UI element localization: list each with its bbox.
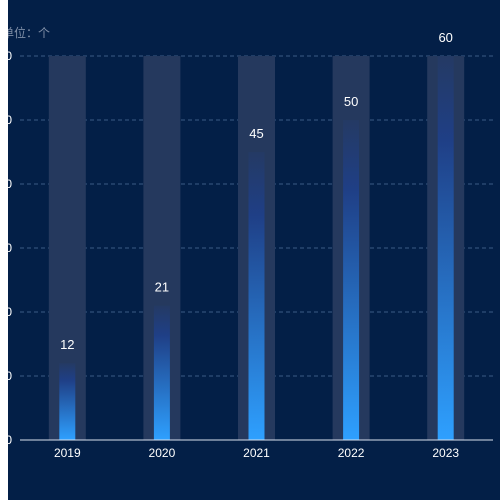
data-label: 12 <box>60 337 74 352</box>
y-tick-label: 0 <box>8 241 12 255</box>
y-tick-label: 0 <box>8 369 12 383</box>
x-axis-ticks: 2019 2020 2021 2022 2023 <box>54 446 459 460</box>
data-labels: 12 21 45 50 60 <box>60 30 453 352</box>
bar <box>343 120 360 440</box>
x-tick-label: 2023 <box>432 446 459 460</box>
x-tick-label: 2022 <box>338 446 365 460</box>
data-label: 21 <box>155 280 169 295</box>
bar-chart: 单位：个 0 0 0 0 0 0 0 12 21 45 50 60 2019 2020 2021 2022… <box>8 25 493 460</box>
bar <box>59 363 76 440</box>
y-tick-label: 0 <box>8 305 12 319</box>
bar <box>153 305 170 440</box>
bars <box>59 56 454 440</box>
data-label: 60 <box>438 30 452 45</box>
y-tick-label: 0 <box>8 177 12 191</box>
gridlines <box>20 55 493 377</box>
bar <box>248 152 265 440</box>
y-tick-label: 0 <box>8 49 12 63</box>
data-label: 50 <box>344 94 358 109</box>
unit-label: 单位：个 <box>8 25 50 40</box>
y-tick-label: 0 <box>8 433 12 447</box>
bar <box>437 56 454 440</box>
x-tick-label: 2020 <box>149 446 176 460</box>
y-tick-label: 0 <box>8 113 12 127</box>
data-label: 45 <box>249 126 263 141</box>
y-axis-ticks: 0 0 0 0 0 0 0 <box>8 49 12 447</box>
x-tick-label: 2021 <box>243 446 270 460</box>
x-tick-label: 2019 <box>54 446 81 460</box>
chart-panel: 单位：个 0 0 0 0 0 0 0 12 21 45 50 60 2019 2020 2021 2022… <box>8 0 500 500</box>
